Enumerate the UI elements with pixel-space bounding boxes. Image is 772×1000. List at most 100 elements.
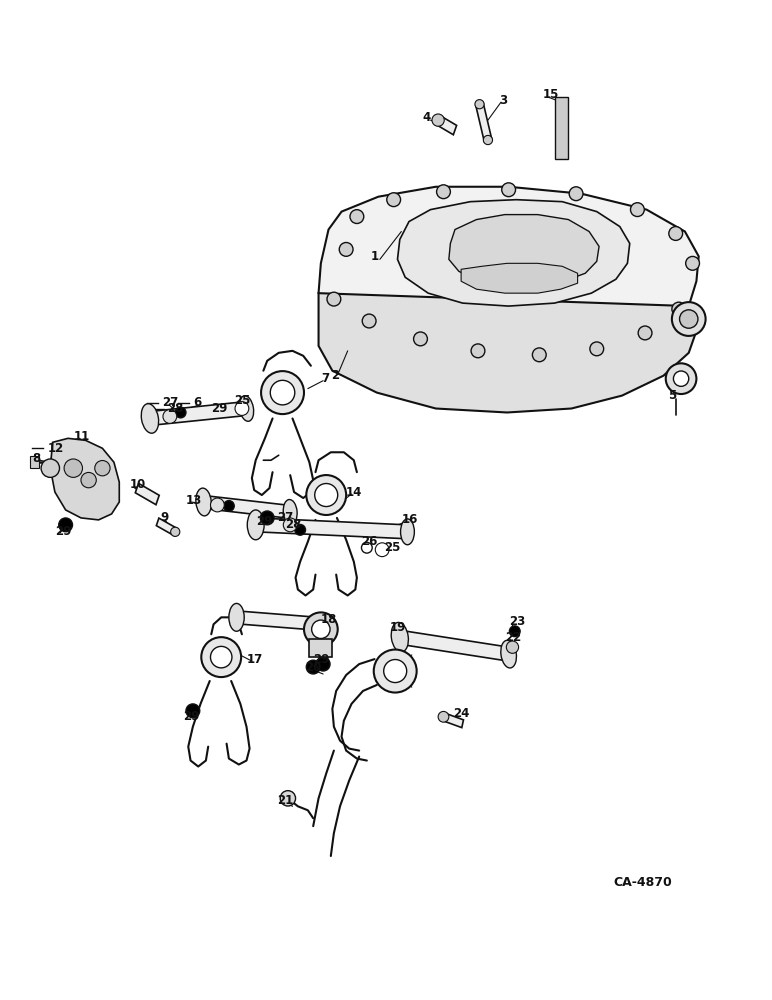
Circle shape [686,256,699,270]
Text: 18: 18 [321,613,337,626]
Circle shape [280,791,296,806]
Circle shape [438,711,449,722]
Circle shape [163,410,177,423]
Polygon shape [398,200,630,306]
Text: 4: 4 [423,111,431,124]
Text: 11: 11 [73,430,90,443]
Circle shape [437,185,450,199]
Circle shape [235,402,249,415]
Text: 26: 26 [361,535,378,548]
Text: 28: 28 [168,402,184,415]
Circle shape [261,371,304,414]
Circle shape [315,484,337,507]
Circle shape [312,620,330,638]
Circle shape [186,704,200,718]
Circle shape [672,302,686,316]
Circle shape [171,527,180,536]
Circle shape [350,210,364,223]
Circle shape [374,650,417,693]
Text: 2: 2 [331,369,339,382]
Circle shape [679,310,698,328]
Polygon shape [436,115,456,135]
Circle shape [361,542,372,553]
Circle shape [283,518,297,532]
Circle shape [59,518,73,532]
Circle shape [665,363,696,394]
Ellipse shape [229,603,244,631]
Ellipse shape [401,519,415,545]
Circle shape [327,292,340,306]
Ellipse shape [141,404,158,433]
Circle shape [362,314,376,328]
Text: 27: 27 [277,511,293,524]
Text: 28: 28 [285,518,301,531]
Text: 12: 12 [47,442,63,455]
Ellipse shape [247,510,264,540]
Circle shape [295,524,306,535]
Circle shape [175,407,186,418]
Polygon shape [319,293,696,412]
Text: 21: 21 [277,794,293,807]
Circle shape [506,641,519,653]
Polygon shape [461,263,577,293]
Bar [29,456,39,468]
Text: 7: 7 [321,372,329,385]
Polygon shape [442,713,463,728]
Circle shape [211,498,225,512]
Text: 10: 10 [129,478,145,491]
Text: 22: 22 [505,631,521,644]
Circle shape [64,459,83,477]
Text: 9: 9 [160,511,168,524]
Text: 29: 29 [212,402,228,415]
Circle shape [317,657,330,671]
Circle shape [306,660,320,674]
Text: 19: 19 [390,621,406,634]
Polygon shape [203,496,290,518]
Circle shape [432,114,444,126]
Circle shape [414,332,428,346]
Circle shape [41,459,59,477]
Text: 14: 14 [346,486,363,499]
Text: 29: 29 [183,710,199,723]
Ellipse shape [196,488,212,516]
Circle shape [502,183,516,197]
Circle shape [483,135,493,145]
Circle shape [569,187,583,201]
Circle shape [304,612,337,646]
Circle shape [339,242,353,256]
Circle shape [224,501,234,511]
Circle shape [672,302,706,336]
Circle shape [673,371,689,386]
Circle shape [306,475,346,515]
Ellipse shape [283,500,297,524]
Polygon shape [449,215,599,285]
Circle shape [201,637,241,677]
Circle shape [387,193,401,207]
Circle shape [533,348,546,362]
Text: 29: 29 [55,525,71,538]
Circle shape [638,326,652,340]
Text: 3: 3 [499,94,507,107]
Circle shape [95,461,110,476]
Text: CA-4870: CA-4870 [614,876,672,889]
Text: 13: 13 [185,493,201,506]
Bar [310,639,333,657]
Text: 20: 20 [306,661,322,674]
Circle shape [81,472,96,488]
Bar [554,97,568,159]
Circle shape [510,626,520,637]
Text: 29: 29 [256,515,272,528]
Text: 29: 29 [313,653,330,666]
Text: 25: 25 [384,541,401,554]
Polygon shape [157,518,177,536]
Ellipse shape [501,640,516,668]
Polygon shape [256,518,408,539]
Polygon shape [476,103,492,141]
Circle shape [475,100,484,109]
Text: 24: 24 [453,707,470,720]
Circle shape [211,646,232,668]
Text: 8: 8 [32,452,40,465]
Polygon shape [50,438,120,520]
Circle shape [270,380,295,405]
Text: 15: 15 [543,88,560,101]
